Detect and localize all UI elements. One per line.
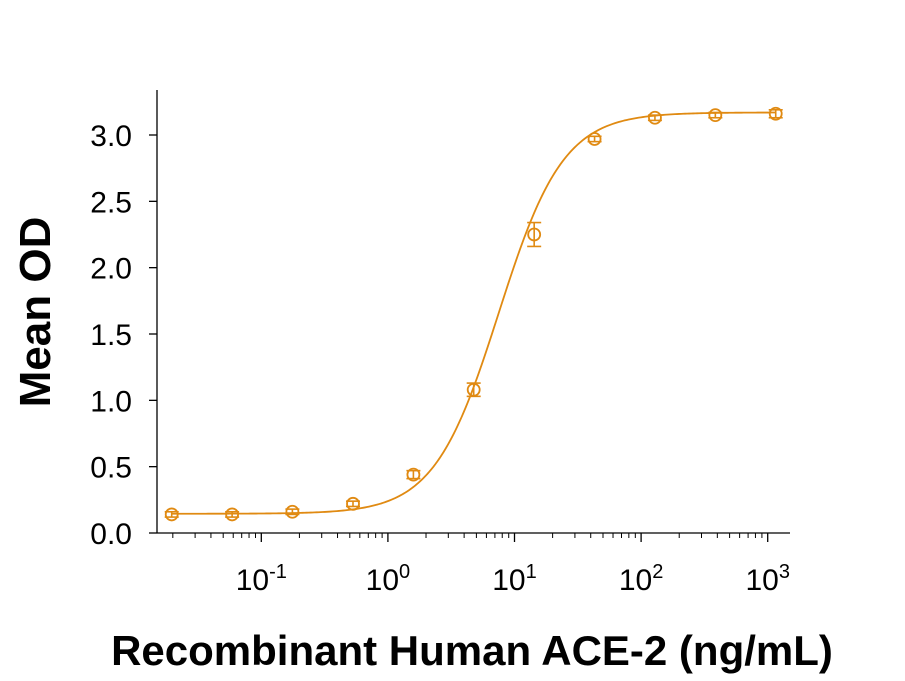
- data-marker: [768, 106, 783, 121]
- x-axis-title: Recombinant Human ACE-2 (ng/mL): [111, 627, 833, 674]
- y-tick-label: 2.5: [90, 186, 132, 219]
- data-marker: [466, 382, 481, 397]
- y-tick-label: 0.0: [90, 518, 132, 551]
- data-marker: [527, 227, 542, 242]
- x-tick-label: 101: [492, 561, 537, 597]
- data-marker: [346, 496, 360, 511]
- y-tick-label: 1.0: [90, 385, 132, 418]
- y-tick-label: 1.5: [90, 319, 132, 352]
- y-axis: 0.0 0.5 1.0 1.5 2.0 2.5 3.0: [90, 90, 158, 551]
- data-marker: [285, 504, 300, 519]
- data-marker: [225, 507, 240, 522]
- data-point: [406, 467, 421, 482]
- data-point: [285, 504, 300, 519]
- data-marker: [164, 507, 179, 522]
- y-axis-title: Mean OD: [11, 217, 60, 408]
- x-tick-label: 102: [619, 561, 664, 597]
- data-point: [768, 106, 783, 121]
- y-tick-label: 2.0: [90, 253, 132, 286]
- y-tick-label: 3.0: [90, 120, 132, 153]
- data-marker: [708, 108, 723, 122]
- data-point: [225, 507, 240, 522]
- data-point: [346, 496, 361, 511]
- fit-curve: [171, 111, 776, 515]
- data-marker: [648, 110, 662, 125]
- data-point: [587, 132, 602, 146]
- data-point: [164, 507, 179, 522]
- x-axis: 10-1 100 101 102 103: [157, 532, 790, 597]
- data-point: [647, 110, 662, 125]
- data-points: [164, 106, 783, 522]
- data-point: [466, 382, 481, 398]
- x-tick-label: 103: [745, 561, 790, 597]
- y-tick-label: 0.5: [90, 452, 132, 485]
- data-point: [708, 108, 723, 122]
- data-marker: [587, 132, 602, 146]
- data-marker: [406, 467, 421, 482]
- x-tick-label: 100: [366, 561, 411, 597]
- x-tick-label: 10-1: [236, 561, 287, 597]
- data-point: [527, 221, 542, 248]
